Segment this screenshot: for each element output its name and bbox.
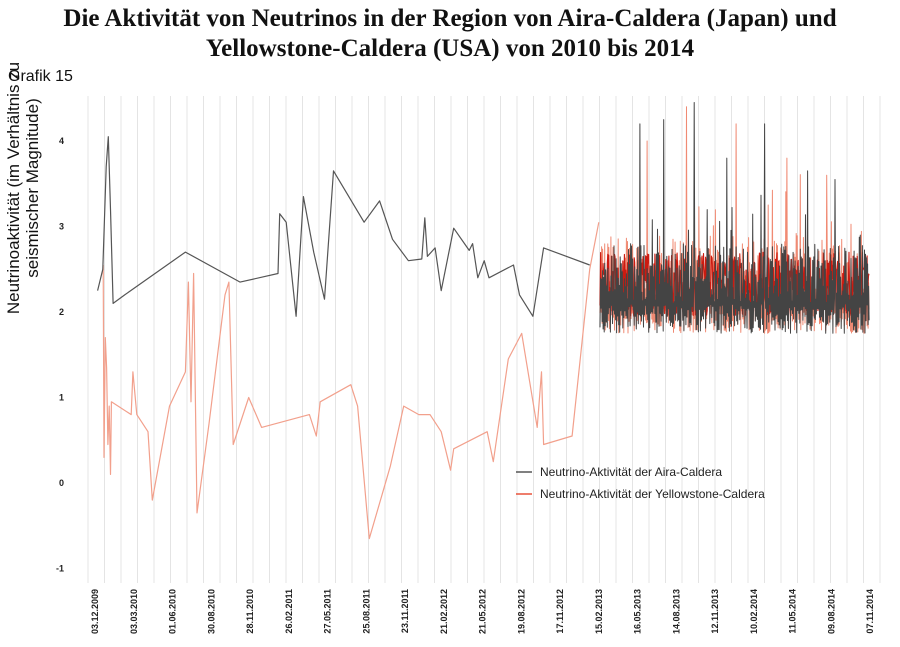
series-line-yellowstone — [102, 222, 600, 540]
y-tick-label: 0 — [59, 478, 64, 488]
x-tick-label: 30.08.2010 — [206, 589, 216, 634]
chart-title: Die Aktivität von Neutrinos in der Regio… — [0, 4, 900, 64]
series-yellowstone — [102, 106, 870, 540]
grid-lines — [87, 96, 881, 583]
chart-subtitle: Grafik 15 — [8, 68, 73, 85]
legend-label-aira: Neutrino-Aktivität der Aira-Caldera — [540, 465, 722, 479]
x-tick-label: 11.05.2014 — [788, 589, 798, 634]
x-tick-label: 03.03.2010 — [129, 589, 139, 634]
y-tick-label: 1 — [59, 393, 64, 403]
series-aira — [97, 102, 870, 334]
y-axis-ticks: -1 0 1 2 3 4 — [56, 136, 64, 574]
x-tick-label: 26.02.2011 — [284, 589, 294, 634]
y-tick-label: 2 — [59, 307, 64, 317]
x-tick-label: 12.11.2013 — [710, 589, 720, 634]
legend: Neutrino-Aktivität der Aira-Caldera Neut… — [516, 465, 765, 501]
x-tick-label: 10.02.2014 — [749, 589, 759, 634]
x-tick-label: 16.05.2013 — [633, 589, 643, 634]
x-tick-label: 01.06.2010 — [168, 589, 178, 634]
chart-title-line1: Die Aktivität von Neutrinos in der Regio… — [63, 5, 837, 32]
x-axis-ticks: 03.12.2009 03.03.2010 01.06.2010 30.08.2010… — [90, 589, 875, 634]
x-tick-label: 17.11.2012 — [555, 589, 565, 634]
x-tick-label: 21.05.2012 — [478, 589, 488, 634]
x-tick-label: 19.08.2012 — [516, 589, 526, 634]
series-line-aira — [97, 136, 590, 317]
x-tick-label: 14.08.2013 — [671, 589, 681, 634]
x-tick-label: 09.08.2014 — [826, 589, 836, 634]
series-line-aira-dense — [599, 102, 870, 334]
x-tick-label: 28.11.2010 — [245, 589, 255, 634]
x-tick-label: 03.12.2009 — [90, 589, 100, 634]
x-tick-label: 27.05.2011 — [323, 589, 333, 634]
y-tick-label: 3 — [59, 222, 64, 232]
x-tick-label: 23.11.2011 — [400, 589, 410, 633]
x-tick-label: 15.02.2013 — [594, 589, 604, 634]
x-tick-label: 21.02.2012 — [439, 589, 449, 634]
x-tick-label: 25.08.2011 — [361, 589, 371, 634]
y-tick-label: 4 — [59, 136, 64, 146]
x-tick-label: 07.11.2014 — [865, 589, 875, 634]
y-tick-label: -1 — [56, 564, 64, 574]
legend-label-yellowstone: Neutrino-Aktivität der Yellowstone-Calde… — [540, 487, 765, 501]
chart-title-line2: Yellowstone-Caldera (USA) von 2010 bis 2… — [205, 35, 695, 62]
